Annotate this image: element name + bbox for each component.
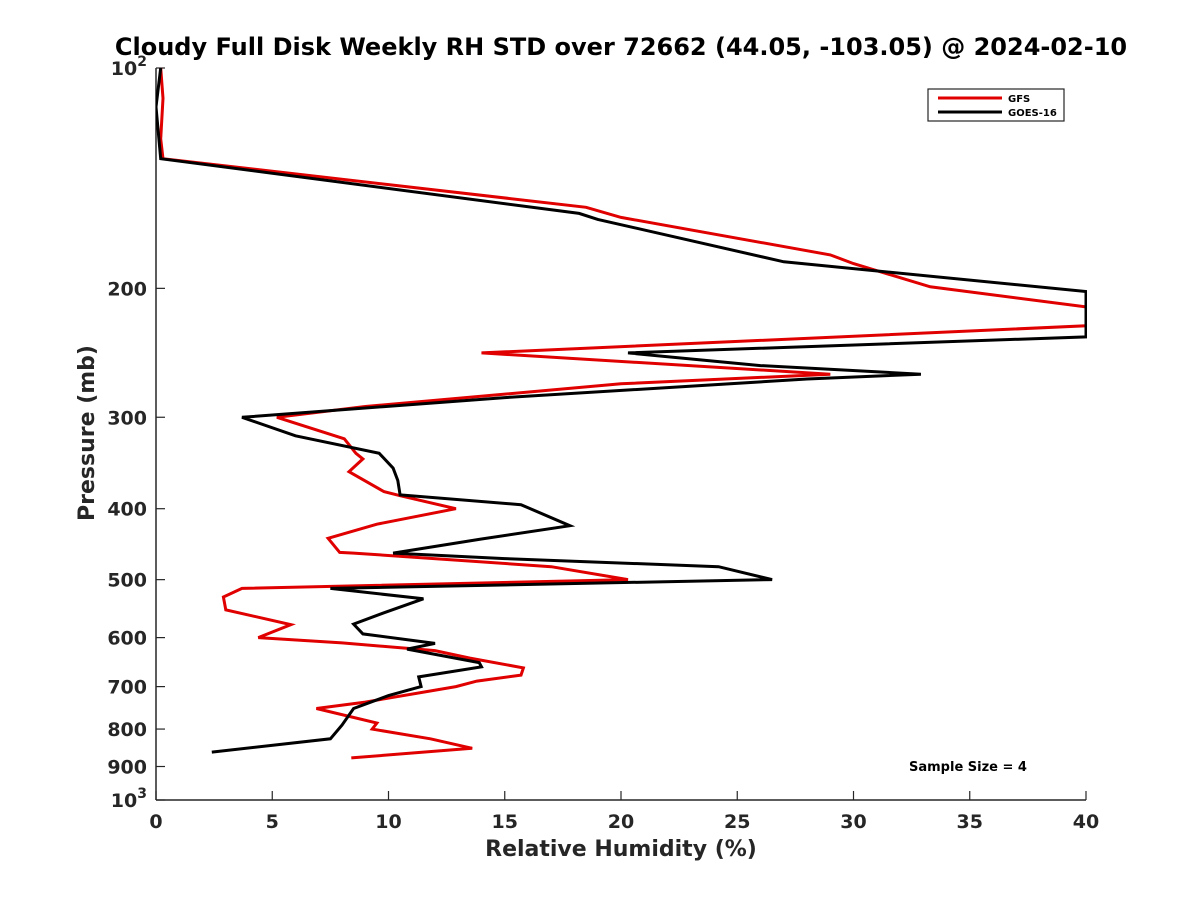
x-tick-label: 5 — [266, 811, 279, 833]
x-tick-label: 15 — [492, 811, 518, 833]
x-axis-label: Relative Humidity (%) — [485, 837, 757, 862]
y-tick-base: 10 — [111, 58, 137, 80]
legend-label: GOES-16 — [1008, 108, 1057, 119]
x-tick-label: 0 — [149, 811, 162, 833]
y-tick-label: 900 — [107, 757, 147, 779]
x-tick-label: 35 — [957, 811, 983, 833]
legend-box — [927, 88, 1065, 122]
y-tick-label: 500 — [107, 570, 147, 592]
x-tick-label: 10 — [375, 811, 401, 833]
x-tick-label: 40 — [1073, 811, 1099, 833]
y-tick-label: 102 — [111, 54, 147, 80]
series-line-goes-16 — [156, 67, 1087, 754]
y-tick-exponent: 3 — [137, 786, 147, 802]
y-tick-label: 400 — [107, 499, 147, 521]
sample-size-annotation: Sample Size = 4 — [909, 760, 1027, 775]
legend: GFS GOES-16 — [927, 88, 1065, 122]
y-axis-label: Pressure (mb) — [75, 345, 100, 521]
y-tick-label: 200 — [107, 278, 147, 300]
x-tick-label: 25 — [724, 811, 750, 833]
y-tick-label: 600 — [107, 628, 147, 650]
axis-ticks: 0 5 10 15 20 25 30 35 40102200300400500600700800… — [107, 54, 1099, 833]
y-tick-base: 10 — [111, 790, 137, 812]
series-line-gfs — [159, 67, 1087, 760]
y-tick-label: 103 — [111, 786, 147, 812]
chart-title: Cloudy Full Disk Weekly RH STD over 7266… — [115, 33, 1127, 61]
y-tick-label: 300 — [107, 407, 147, 429]
series-layer — [156, 67, 1087, 760]
y-tick-label: 800 — [107, 719, 147, 741]
x-tick-label: 20 — [608, 811, 634, 833]
y-tick-label: 700 — [107, 677, 147, 699]
x-tick-label: 30 — [840, 811, 866, 833]
legend-label: GFS — [1008, 94, 1030, 105]
y-tick-exponent: 2 — [137, 54, 147, 70]
